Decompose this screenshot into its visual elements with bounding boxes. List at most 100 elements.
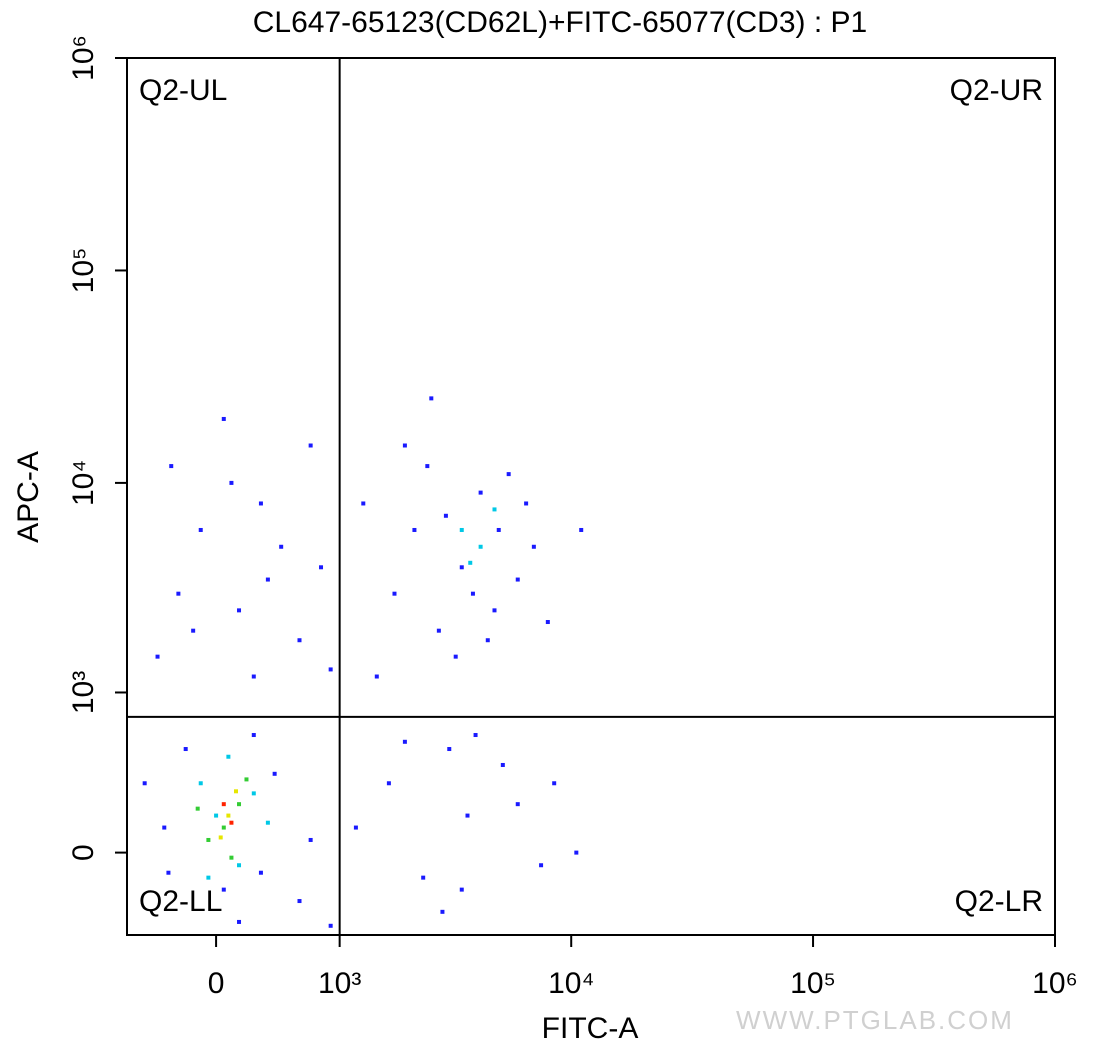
dot bbox=[524, 501, 529, 506]
x-tick-label: 10⁴ bbox=[548, 967, 594, 1000]
dot bbox=[465, 813, 470, 818]
x-tick-label: 0 bbox=[208, 967, 225, 1000]
dot bbox=[459, 527, 464, 532]
dot bbox=[421, 875, 426, 880]
dot bbox=[402, 443, 407, 448]
dot bbox=[237, 919, 242, 924]
x-tick-label: 10⁶ bbox=[1032, 967, 1078, 1000]
chart-title: CL647-65123(CD62L)+FITC-65077(CD3) : P1 bbox=[253, 6, 867, 39]
dot bbox=[233, 789, 238, 794]
dot bbox=[229, 855, 234, 860]
dot bbox=[206, 837, 211, 842]
dot bbox=[447, 747, 452, 752]
dot bbox=[229, 480, 234, 485]
dot bbox=[218, 835, 223, 840]
dot bbox=[206, 875, 211, 880]
dot bbox=[183, 747, 188, 752]
plot-frame bbox=[126, 57, 1056, 936]
dot bbox=[297, 638, 302, 643]
y-tick-label: 10⁵ bbox=[67, 248, 100, 294]
dot bbox=[429, 396, 434, 401]
quadrant-label: Q2-UL bbox=[139, 74, 227, 107]
dot bbox=[459, 887, 464, 892]
dot bbox=[279, 544, 284, 549]
dot bbox=[244, 777, 249, 782]
dot bbox=[361, 501, 366, 506]
dot bbox=[258, 501, 263, 506]
dot bbox=[328, 923, 333, 928]
dot bbox=[386, 781, 391, 786]
dot bbox=[492, 507, 497, 512]
y-tick-label: 10⁴ bbox=[67, 460, 100, 506]
dot bbox=[440, 909, 445, 914]
dot bbox=[169, 464, 174, 469]
dot bbox=[412, 527, 417, 532]
y-axis-label: APC-A bbox=[12, 451, 45, 543]
dot bbox=[552, 781, 557, 786]
dot bbox=[221, 887, 226, 892]
dot bbox=[436, 628, 441, 633]
dot bbox=[374, 674, 379, 679]
y-tick-label: 10⁶ bbox=[67, 35, 100, 81]
dot bbox=[226, 813, 231, 818]
dot bbox=[579, 527, 584, 532]
x-tick-label: 10³ bbox=[318, 967, 361, 1000]
dot bbox=[319, 565, 324, 570]
dot bbox=[478, 544, 483, 549]
dot bbox=[539, 863, 544, 868]
dot bbox=[492, 608, 497, 613]
dot bbox=[308, 443, 313, 448]
quadrant-label: Q2-LR bbox=[955, 885, 1043, 918]
dot bbox=[221, 825, 226, 830]
plot-area bbox=[142, 396, 584, 928]
dot bbox=[214, 813, 219, 818]
dot bbox=[506, 472, 511, 477]
dot bbox=[251, 674, 256, 679]
dot bbox=[328, 667, 333, 672]
dot bbox=[308, 837, 313, 842]
dot bbox=[198, 527, 203, 532]
dot bbox=[251, 733, 256, 738]
dot bbox=[515, 577, 520, 582]
dot bbox=[265, 820, 270, 825]
dot bbox=[545, 620, 550, 625]
dot bbox=[265, 577, 270, 582]
dot bbox=[392, 591, 397, 596]
dot bbox=[402, 739, 407, 744]
dot bbox=[237, 608, 242, 613]
dot bbox=[531, 544, 536, 549]
quadrant-label: Q2-UR bbox=[950, 74, 1043, 107]
dot bbox=[478, 490, 483, 495]
dot bbox=[155, 654, 160, 659]
dot bbox=[221, 416, 226, 421]
dot bbox=[470, 591, 475, 596]
dot bbox=[453, 654, 458, 659]
dot bbox=[195, 806, 200, 811]
y-tick-label: 0 bbox=[67, 844, 100, 861]
quadrant-label: Q2-LL bbox=[139, 885, 222, 918]
dot bbox=[500, 762, 505, 767]
y-tick-label: 10³ bbox=[67, 671, 100, 714]
watermark: WWW.PTGLAB.COM bbox=[736, 1005, 1014, 1035]
dot bbox=[176, 591, 181, 596]
dot bbox=[353, 825, 358, 830]
dot bbox=[574, 850, 579, 855]
dot bbox=[191, 628, 196, 633]
dot bbox=[515, 802, 520, 807]
dot bbox=[485, 638, 490, 643]
x-tick-label: 10⁵ bbox=[790, 967, 836, 1000]
dot bbox=[251, 791, 256, 796]
dot bbox=[496, 527, 501, 532]
dot bbox=[468, 560, 473, 565]
dot bbox=[221, 802, 226, 807]
dot bbox=[162, 825, 167, 830]
dot bbox=[258, 870, 263, 875]
dot bbox=[425, 464, 430, 469]
dot bbox=[297, 899, 302, 904]
dot bbox=[226, 754, 231, 759]
dot bbox=[443, 513, 448, 518]
x-axis-label: FITC-A bbox=[542, 1012, 639, 1045]
dot bbox=[272, 771, 277, 776]
dot bbox=[237, 802, 242, 807]
